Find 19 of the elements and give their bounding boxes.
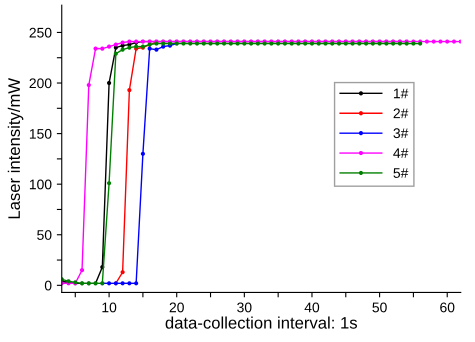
x-axis-title: data-collection interval: 1s [166, 316, 357, 329]
legend-label: 3# [393, 128, 408, 138]
y-axis-title: Laser intensity/mW [8, 78, 24, 218]
y-tick-label: 250 [30, 28, 52, 38]
y-tick-label: 200 [30, 78, 52, 88]
x-tick-label: 50 [372, 302, 387, 312]
x-tick-label: 40 [304, 302, 320, 312]
legend-label: 1# [394, 88, 408, 98]
y-tick-label: 100 [30, 180, 52, 190]
x-tick-label: 30 [237, 302, 252, 312]
y-tick-label: 50 [37, 230, 52, 240]
y-tick-label: 150 [30, 128, 52, 139]
legend-label: 2# [394, 108, 408, 118]
x-tick-label: 60 [440, 302, 454, 312]
legend-label: 4# [393, 148, 408, 158]
y-tick-label: 0 [44, 280, 52, 290]
x-tick-label: 20 [170, 302, 184, 312]
legend-label: 5# [393, 168, 408, 178]
x-tick-label: 10 [102, 302, 116, 312]
